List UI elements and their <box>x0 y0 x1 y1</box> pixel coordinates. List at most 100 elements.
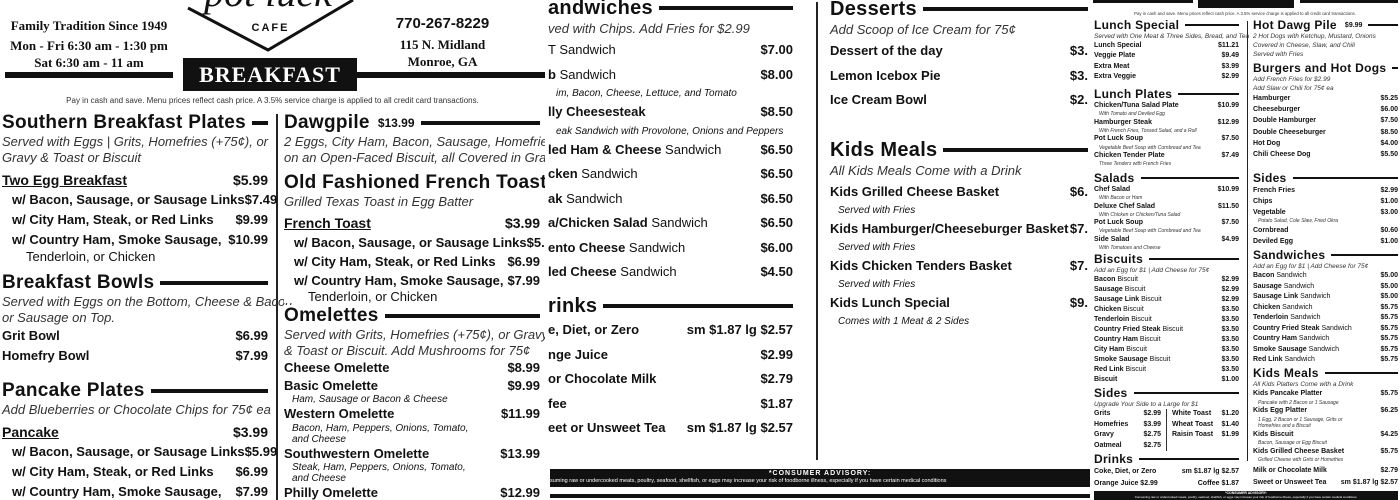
menu-item[interactable]: w/ Country Ham, Smoke Sausage, $7.99 <box>284 271 540 290</box>
menu-item[interactable]: Extra Meat $3.99 <box>1094 62 1239 72</box>
menu-item[interactable]: ento Cheese Sandwich $6.00 <box>548 236 793 261</box>
menu-item[interactable]: City Ham Biscuit $3.50 <box>1094 345 1239 355</box>
menu-item[interactable]: Side Salad $4.99 <box>1094 235 1239 245</box>
menu-item[interactable]: Sausage Link Sandwich $5.00 <box>1253 292 1398 303</box>
menu-item[interactable]: Country Fried Steak Sandwich $5.75 <box>1253 324 1398 335</box>
menu-item[interactable]: Chicken Tender Plate $7.49 <box>1094 151 1239 161</box>
menu-item[interactable]: Extra Veggie $2.99 <box>1094 72 1239 82</box>
menu-item[interactable]: cken Sandwich $6.50 <box>548 162 793 187</box>
menu-item[interactable]: Two Egg Breakfast $5.99 <box>2 170 268 190</box>
menu-item[interactable]: ak Sandwich $6.50 <box>548 187 793 212</box>
menu-item[interactable]: Red Link Sandwich $5.75 <box>1253 355 1398 366</box>
menu-item[interactable]: Veggie Plate $9.49 <box>1094 51 1239 61</box>
menu-item[interactable]: White Toast $1.20 <box>1172 409 1239 420</box>
menu-item[interactable]: fee $1.87 <box>548 392 793 417</box>
menu-item[interactable]: Hamburger $5.25 <box>1253 93 1398 104</box>
menu-item[interactable]: Lunch Special $11.21 <box>1094 41 1239 51</box>
menu-item[interactable]: Orange Juice $2.99 Coffee $1.87 <box>1094 478 1239 490</box>
menu-item[interactable]: nge Juice $2.99 <box>548 343 793 368</box>
menu-item[interactable]: Philly Omelette $12.99 <box>284 484 540 500</box>
menu-item[interactable]: Chicken Biscuit $3.50 <box>1094 305 1239 315</box>
menu-item[interactable]: Chips $1.00 <box>1253 196 1398 207</box>
menu-item[interactable]: Kids Chicken Tenders Basket $7. <box>830 254 1088 278</box>
menu-item[interactable]: Deviled Egg $1.00 <box>1253 236 1398 247</box>
menu-item[interactable]: Kids Grilled Cheese Basket $5.75 <box>1253 447 1398 458</box>
menu-item[interactable]: Sausage Sandwich $5.00 <box>1253 282 1398 293</box>
menu-item[interactable]: Bacon Sandwich $5.00 <box>1253 271 1398 282</box>
menu-item[interactable]: Kids Lunch Special $9. <box>830 291 1088 315</box>
menu-item[interactable]: Oatmeal $2.75 <box>1094 441 1161 452</box>
menu-item[interactable]: eet or Unsweet Tea sm $1.87 lg $2.57 <box>548 416 793 441</box>
menu-item[interactable]: Tenderloin Biscuit $3.50 <box>1094 315 1239 325</box>
menu-item[interactable]: Chili Cheese Dog $5.50 <box>1253 149 1398 160</box>
menu-item[interactable]: Homefry Bowl $7.99 <box>2 346 268 366</box>
menu-item[interactable]: Cornbread $0.60 <box>1253 225 1398 236</box>
menu-item[interactable]: Kids Hamburger/Cheeseburger Basket $7. <box>830 217 1088 241</box>
menu-item[interactable]: w/ Bacon, Sausage, or Sausage Links$5.99 <box>2 442 277 462</box>
menu-item[interactable]: Hot Dog $4.00 <box>1253 138 1398 149</box>
menu-item[interactable]: or Chocolate Milk $2.79 <box>548 367 793 392</box>
menu-item[interactable]: Double Hamburger $7.50 <box>1253 115 1398 126</box>
menu-item[interactable]: Grits $2.99 <box>1094 409 1161 420</box>
menu-item[interactable]: w/ City Ham, Steak, or Red Links $6.99 <box>2 462 268 482</box>
menu-item[interactable]: Sausage Link Biscuit $2.99 <box>1094 295 1239 305</box>
menu-item[interactable]: Dessert of the day $3. <box>830 39 1088 64</box>
menu-item[interactable]: Country Fried Steak Biscuit $3.50 <box>1094 325 1239 335</box>
menu-item[interactable]: Double Cheeseburger $8.50 <box>1253 127 1398 138</box>
menu-item[interactable]: French Fries $2.99 <box>1253 185 1398 196</box>
menu-item[interactable]: w/ City Ham, Steak, or Red Links $9.99 <box>2 210 268 230</box>
menu-item[interactable]: Biscuit $1.00 <box>1094 375 1239 385</box>
menu-item[interactable]: Raisin Toast $1.99 <box>1172 430 1239 441</box>
menu-item[interactable]: Basic Omelette $9.99 <box>284 377 540 395</box>
menu-item[interactable]: Southwestern Omelette $13.99 <box>284 445 540 463</box>
menu-item[interactable]: Pot Luck Soup $7.50 <box>1094 134 1239 144</box>
menu-item[interactable]: w/ Bacon, Sausage, or Sausage Links$5.99 <box>284 233 545 252</box>
menu-item[interactable]: w/ Country Ham, Smoke Sausage, $10.99 <box>2 230 268 250</box>
menu-item[interactable]: Kids Grilled Cheese Basket $6. <box>830 180 1088 204</box>
menu-item[interactable]: Cheese Omelette $8.99 <box>284 359 540 377</box>
menu-item[interactable]: a/Chicken Salad Sandwich $6.50 <box>548 211 793 236</box>
menu-item[interactable]: Country Ham Biscuit $3.50 <box>1094 335 1239 345</box>
menu-item[interactable]: Sweet or Unsweet Tea sm $1.87 lg $2.57 <box>1253 477 1398 489</box>
menu-item[interactable]: Bacon Biscuit $2.99 <box>1094 275 1239 285</box>
menu-item[interactable]: w/ City Ham, Steak, or Red Links $6.99 <box>284 252 540 271</box>
menu-item[interactable]: lly Cheesesteak $8.50 <box>548 100 793 125</box>
menu-item[interactable]: Kids Biscuit $4.25 <box>1253 430 1398 441</box>
menu-item[interactable]: Smoke Sausage Biscuit $3.50 <box>1094 355 1239 365</box>
menu-item[interactable]: Wheat Toast $1.40 <box>1172 420 1239 431</box>
menu-item[interactable]: Chicken Sandwich $5.75 <box>1253 303 1398 314</box>
menu-item[interactable]: Pancake $3.99 <box>2 422 268 442</box>
menu-item[interactable]: b Sandwich $8.00 <box>548 63 793 88</box>
menu-item[interactable]: Coke, Diet, or Zero sm $1.87 lg $2.57 <box>1094 466 1239 478</box>
menu-item[interactable]: Kids Egg Platter $6.25 <box>1253 406 1398 417</box>
menu-item[interactable]: Chef Salad $10.99 <box>1094 185 1239 195</box>
menu-item[interactable]: Cheeseburger $6.00 <box>1253 104 1398 115</box>
menu-item[interactable]: Tenderloin Sandwich $5.75 <box>1253 313 1398 324</box>
menu-item[interactable]: w/ Country Ham, Smoke Sausage, $7.99 <box>2 482 268 500</box>
menu-item[interactable]: e, Diet, or Zero sm $1.87 lg $2.57 <box>548 318 793 343</box>
menu-item[interactable]: Pot Luck Soup $7.50 <box>1094 218 1239 228</box>
menu-item[interactable]: led Ham & Cheese Sandwich $6.50 <box>548 138 793 163</box>
menu-item[interactable]: Grit Bowl $6.99 <box>2 326 268 346</box>
item-name-bold: Kids Lunch Special <box>830 295 950 310</box>
menu-item[interactable]: w/ Bacon, Sausage, or Sausage Links $7.49 <box>2 190 277 210</box>
menu-item[interactable]: Hamburger Steak $12.99 <box>1094 118 1239 128</box>
menu-item[interactable]: Gravy $2.75 <box>1094 430 1161 441</box>
menu-item[interactable]: led Cheese Sandwich $4.50 <box>548 260 793 285</box>
menu-item[interactable]: Chicken/Tuna Salad Plate $10.99 <box>1094 101 1239 111</box>
menu-item[interactable]: Country Ham Sandwich $5.75 <box>1253 334 1398 345</box>
menu-item[interactable]: Lemon Icebox Pie $3. <box>830 64 1088 89</box>
menu-item[interactable]: Smoke Sausage Sandwich $5.75 <box>1253 345 1398 356</box>
item-name-bold: b <box>548 66 556 82</box>
menu-item[interactable]: Kids Pancake Platter $5.75 <box>1253 389 1398 400</box>
menu-item[interactable]: T Sandwich $7.00 <box>548 38 793 63</box>
menu-item[interactable]: Deluxe Chef Salad $11.50 <box>1094 202 1239 212</box>
menu-item[interactable]: Sausage Biscuit $2.99 <box>1094 285 1239 295</box>
menu-item[interactable]: Milk or Chocolate Milk $2.79 <box>1253 465 1398 477</box>
menu-item[interactable]: Western Omelette $11.99 <box>284 405 540 423</box>
menu-item[interactable]: Vegetable $3.00 <box>1253 207 1398 218</box>
menu-item[interactable]: Red Link Biscuit $3.50 <box>1094 365 1239 375</box>
menu-item[interactable]: Homefries $3.99 <box>1094 420 1161 431</box>
menu-item[interactable]: French Toast $3.99 <box>284 214 540 233</box>
menu-item[interactable]: Ice Cream Bowl $2. <box>830 88 1088 113</box>
